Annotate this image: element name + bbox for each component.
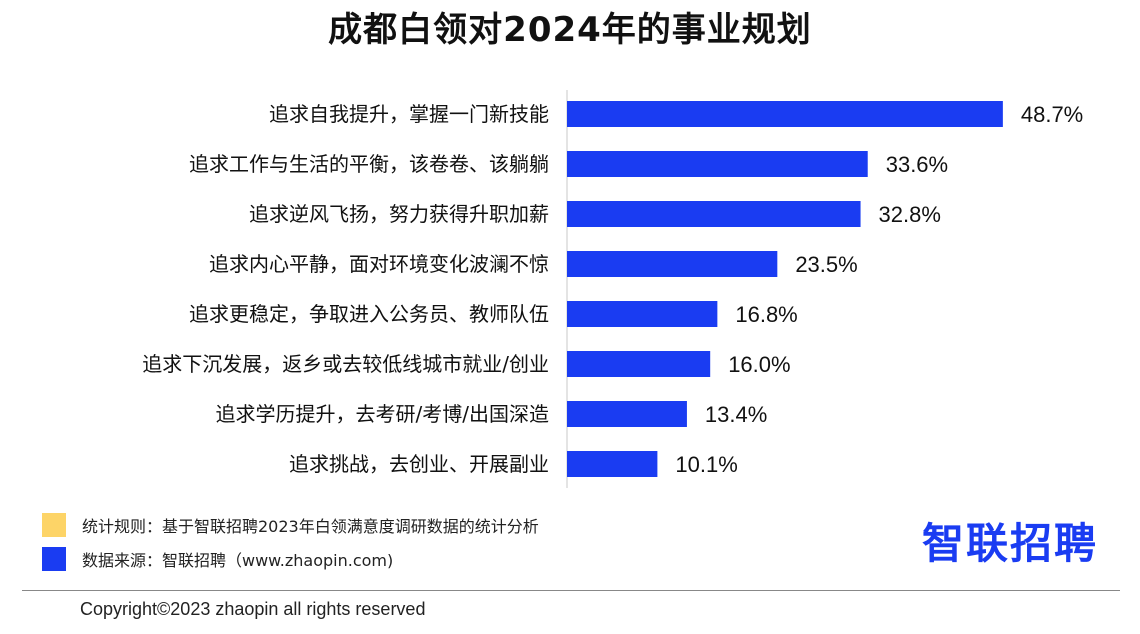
category-label: 追求工作与生活的平衡，该卷卷、该躺躺 (189, 152, 549, 176)
chart-title: 成都白领对2024年的事业规划 (328, 10, 812, 50)
bar (567, 401, 687, 427)
value-label: 23.5% (795, 252, 857, 277)
legend-source-text: 数据来源：智联招聘（www.zhaopin.com) (82, 551, 394, 570)
value-label: 33.6% (886, 152, 948, 177)
bar (567, 251, 778, 277)
value-label: 16.0% (728, 352, 790, 377)
legend-source-row: 数据来源：智联招聘（www.zhaopin.com) (42, 547, 393, 571)
value-label: 10.1% (675, 452, 737, 477)
category-label: 追求逆风飞扬，努力获得升职加薪 (249, 202, 549, 226)
copyright-text: Copyright©2023 zhaopin all rights reserv… (80, 599, 426, 619)
legend-rule-swatch (42, 513, 66, 537)
bar (567, 101, 1003, 127)
legend-rule-row: 统计规则：基于智联招聘2023年白领满意度调研数据的统计分析 (42, 513, 539, 537)
zhaopin-logo: 智联招聘 (922, 519, 1099, 568)
bar (567, 351, 711, 377)
category-label: 追求挑战，去创业、开展副业 (289, 452, 549, 476)
value-label: 16.8% (735, 302, 797, 327)
bar-chart: 追求自我提升，掌握一门新技能 48.7% 追求工作与生活的平衡，该卷卷、该躺躺 33.… (142, 90, 1083, 488)
category-label: 追求内心平静，面对环境变化波澜不惊 (209, 252, 549, 276)
category-label: 追求下沉发展，返乡或去较低线城市就业/创业 (142, 352, 549, 376)
bar (567, 201, 861, 227)
legend-rule-text: 统计规则：基于智联招聘2023年白领满意度调研数据的统计分析 (82, 517, 539, 536)
legend-source-swatch (42, 547, 66, 571)
footer-divider (22, 590, 1120, 591)
value-label: 48.7% (1021, 102, 1083, 127)
category-label: 追求更稳定，争取进入公务员、教师队伍 (189, 302, 549, 326)
bar (567, 451, 658, 477)
category-label: 追求自我提升，掌握一门新技能 (269, 102, 549, 126)
bar (567, 151, 868, 177)
category-label: 追求学历提升，去考研/考博/出国深造 (216, 402, 549, 426)
value-label: 13.4% (705, 402, 767, 427)
bar (567, 301, 718, 327)
value-label: 32.8% (879, 202, 941, 227)
